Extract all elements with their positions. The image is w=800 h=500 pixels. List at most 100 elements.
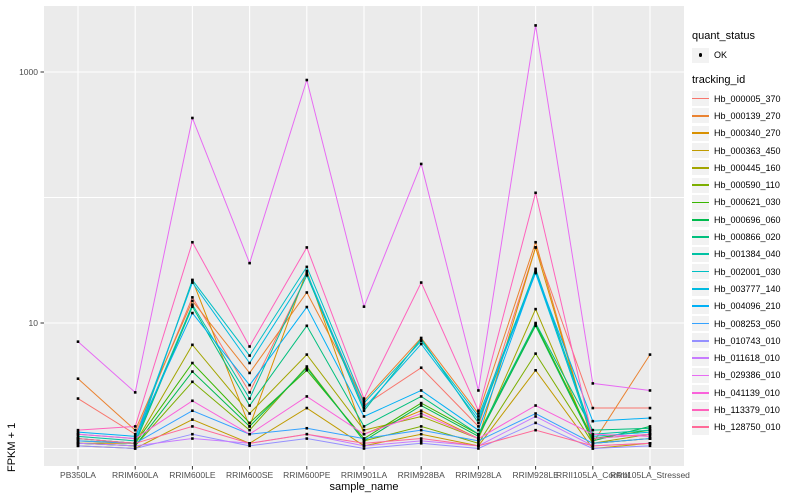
line-swatch-icon bbox=[692, 184, 709, 186]
legend-item-Hb_003777_140: Hb_003777_140 bbox=[692, 280, 798, 297]
data-point-Hb_041139_010 bbox=[305, 395, 309, 398]
x-tick-label-RRIM928LA: RRIM928LA bbox=[455, 470, 502, 480]
data-point-Hb_000445_160 bbox=[248, 412, 251, 415]
data-point-Hb_004096_210 bbox=[477, 428, 480, 432]
legend-label: Hb_000363_450 bbox=[714, 145, 781, 156]
data-point-Hb_000590_110 bbox=[191, 380, 194, 384]
data-point-Hb_001384_040 bbox=[419, 337, 423, 340]
legend-label: Hb_128750_010 bbox=[714, 422, 781, 433]
data-point-Hb_001384_040 bbox=[477, 421, 480, 425]
legend-label: Hb_008253_050 bbox=[714, 318, 781, 329]
legend-key-box bbox=[692, 246, 709, 262]
legend-key-box bbox=[692, 194, 709, 210]
data-point-Hb_000005_370 bbox=[648, 406, 652, 410]
legend-title-tracking-id: tracking_id bbox=[692, 74, 746, 86]
data-point-Hb_041139_010 bbox=[362, 432, 366, 436]
data-point-Hb_029386_010 bbox=[362, 305, 366, 308]
data-point-Hb_000445_160 bbox=[191, 343, 194, 347]
legend-item-Hb_113379_010: Hb_113379_010 bbox=[692, 401, 798, 418]
data-point-Hb_008253_050 bbox=[76, 439, 80, 443]
legend-key-box bbox=[692, 143, 709, 159]
legend-label-ok: OK bbox=[714, 50, 728, 60]
legend-item-Hb_000139_270: Hb_000139_270 bbox=[692, 107, 798, 124]
legend-item-Hb_000363_450: Hb_000363_450 bbox=[692, 142, 798, 159]
data-point-Hb_010743_010 bbox=[362, 447, 366, 450]
line-swatch-icon bbox=[692, 305, 709, 308]
data-point-Hb_010743_010 bbox=[191, 432, 194, 436]
point-icon bbox=[698, 53, 703, 57]
legend: quant_status OK tracking_id Hb_000005_37… bbox=[692, 30, 798, 436]
data-point-Hb_029386_010 bbox=[76, 340, 80, 343]
data-point-Hb_000590_110 bbox=[248, 428, 251, 432]
data-point-Hb_010743_010 bbox=[419, 442, 423, 445]
data-point-Hb_000696_060 bbox=[191, 370, 194, 373]
data-point-Hb_113379_010 bbox=[419, 281, 423, 284]
y-tick-label-10: 10 bbox=[29, 318, 39, 328]
line-swatch-icon bbox=[692, 409, 709, 411]
line-swatch-icon bbox=[692, 236, 709, 238]
legend-key-box bbox=[692, 47, 709, 63]
x-tick-label-PB350LA: PB350LA bbox=[60, 470, 96, 480]
legend-item-Hb_000696_060: Hb_000696_060 bbox=[692, 211, 798, 228]
line-swatch-icon bbox=[692, 201, 709, 204]
legend-label: Hb_113379_010 bbox=[714, 404, 780, 415]
data-point-Hb_113379_010 bbox=[133, 425, 137, 428]
data-point-Hb_000340_270 bbox=[419, 409, 423, 413]
data-point-Hb_113379_010 bbox=[191, 240, 194, 244]
data-point-Hb_002001_030 bbox=[191, 278, 194, 282]
legend-key-box bbox=[692, 212, 709, 228]
data-point-Hb_003777_140 bbox=[191, 281, 194, 284]
legend-item-Hb_000866_020: Hb_000866_020 bbox=[692, 228, 798, 245]
line-swatch-icon bbox=[692, 132, 709, 135]
data-point-Hb_010743_010 bbox=[305, 437, 309, 440]
line-swatch-icon bbox=[692, 426, 709, 429]
legend-key-box bbox=[692, 419, 709, 435]
data-point-Hb_128750_010 bbox=[534, 428, 537, 432]
legend-key-box bbox=[692, 91, 709, 107]
legend-item-Hb_004096_210: Hb_004096_210 bbox=[692, 298, 798, 315]
line-swatch-icon bbox=[692, 374, 709, 377]
legend-key-box bbox=[692, 367, 709, 383]
data-point-Hb_029386_010 bbox=[419, 162, 423, 166]
legend-label: Hb_001384_040 bbox=[714, 249, 781, 260]
x-tick-label-RRII105LA_Stressed: RRII105LA_Stressed bbox=[610, 470, 690, 480]
data-point-Hb_000005_370 bbox=[248, 391, 251, 394]
data-point-Hb_113379_010 bbox=[591, 437, 595, 440]
legend-label: Hb_000445_160 bbox=[714, 162, 781, 173]
x-tick-label-RRII105LA_Control: RRII105LA_Control bbox=[556, 470, 630, 480]
data-point-Hb_003777_140 bbox=[362, 406, 366, 410]
data-point-Hb_041139_010 bbox=[248, 432, 251, 436]
legend-item-Hb_041139_010: Hb_041139_010 bbox=[692, 384, 798, 401]
data-point-Hb_000139_270 bbox=[534, 240, 537, 244]
legend-key-box bbox=[692, 264, 709, 280]
data-point-Hb_029386_010 bbox=[591, 382, 595, 385]
data-point-Hb_004096_210 bbox=[248, 383, 251, 387]
legend-item-Hb_000340_270: Hb_000340_270 bbox=[692, 125, 798, 142]
data-point-Hb_000139_270 bbox=[477, 412, 480, 415]
data-point-Hb_002001_030 bbox=[305, 265, 309, 269]
data-point-Hb_000005_370 bbox=[419, 366, 423, 370]
data-point-Hb_011618_010 bbox=[76, 442, 80, 445]
data-point-Hb_003777_140 bbox=[419, 342, 423, 346]
data-point-Hb_004096_210 bbox=[648, 416, 652, 420]
data-point-Hb_000340_270 bbox=[305, 269, 309, 273]
data-point-Hb_011618_010 bbox=[191, 437, 194, 440]
line-swatch-icon bbox=[692, 218, 709, 221]
data-point-Hb_000139_270 bbox=[362, 399, 366, 403]
data-point-Hb_000696_060 bbox=[362, 439, 366, 443]
data-point-Hb_128750_010 bbox=[591, 444, 595, 448]
data-point-Hb_000445_160 bbox=[362, 428, 366, 432]
line-swatch-icon bbox=[692, 322, 709, 325]
data-point-Hb_008253_050 bbox=[648, 437, 652, 440]
data-point-Hb_113379_010 bbox=[248, 345, 251, 348]
data-point-Hb_004096_210 bbox=[133, 435, 137, 438]
data-point-Hb_128750_010 bbox=[419, 437, 423, 440]
data-point-Hb_000445_160 bbox=[534, 307, 537, 311]
data-point-Hb_000590_110 bbox=[534, 352, 537, 355]
legend-label: Hb_000590_110 bbox=[714, 180, 780, 191]
legend-key-box bbox=[692, 125, 709, 141]
data-point-Hb_029386_010 bbox=[191, 116, 194, 120]
data-point-Hb_000363_450 bbox=[534, 368, 537, 372]
data-point-Hb_128750_010 bbox=[191, 425, 194, 428]
